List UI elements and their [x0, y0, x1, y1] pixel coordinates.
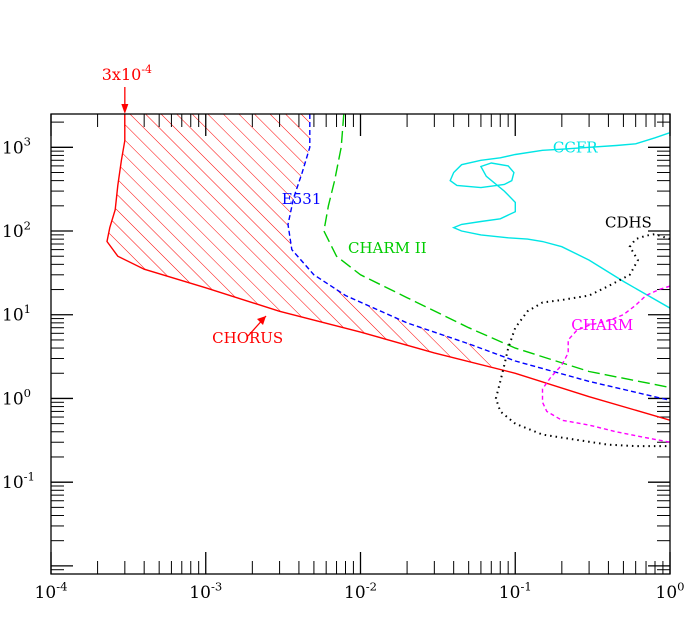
y-tick-label: 100	[2, 386, 31, 410]
curves	[106, 114, 670, 448]
threshold-arrowhead	[121, 104, 129, 114]
x-tick-label: 10-3	[189, 579, 222, 603]
y-tick-label: 103	[2, 135, 31, 159]
x-tick-label: 10-1	[499, 579, 532, 603]
threshold-label: 3x10-4	[102, 63, 152, 84]
ccfr-label: CCFR	[553, 138, 598, 156]
charm-label: CHARM	[571, 316, 633, 334]
ccfr-curve	[449, 131, 670, 309]
e531-curve	[287, 114, 670, 401]
charm-ii-curve	[323, 114, 670, 389]
x-tick-label: 10-4	[35, 579, 68, 603]
y-tick-label: 10-1	[2, 470, 35, 494]
plot-frame	[50, 113, 671, 575]
chorus-pointer-arrowhead	[257, 316, 266, 325]
y-tick-label: 101	[2, 302, 31, 326]
chorus-label: CHORUS	[212, 329, 283, 347]
charm-curve	[541, 285, 670, 443]
labels: 10-4 10-3 10-2 10-1 100 10-1 100 101 102 103 CHORU…	[2, 135, 685, 603]
y-tick-label: 102	[2, 218, 31, 242]
chorus-hatch	[106, 114, 492, 368]
cdhs-label: CDHS	[605, 214, 652, 232]
x-tick-label: 10-2	[344, 579, 377, 603]
charm-ii-label: CHARM II	[348, 239, 427, 257]
x-tick-label: 100	[656, 579, 685, 603]
e531-label: E531	[282, 190, 322, 208]
cdhs-curve	[494, 233, 670, 448]
annotations: 3x10-4	[102, 63, 267, 337]
chorus-excluded-region	[106, 114, 492, 368]
chorus-curve	[106, 114, 670, 421]
